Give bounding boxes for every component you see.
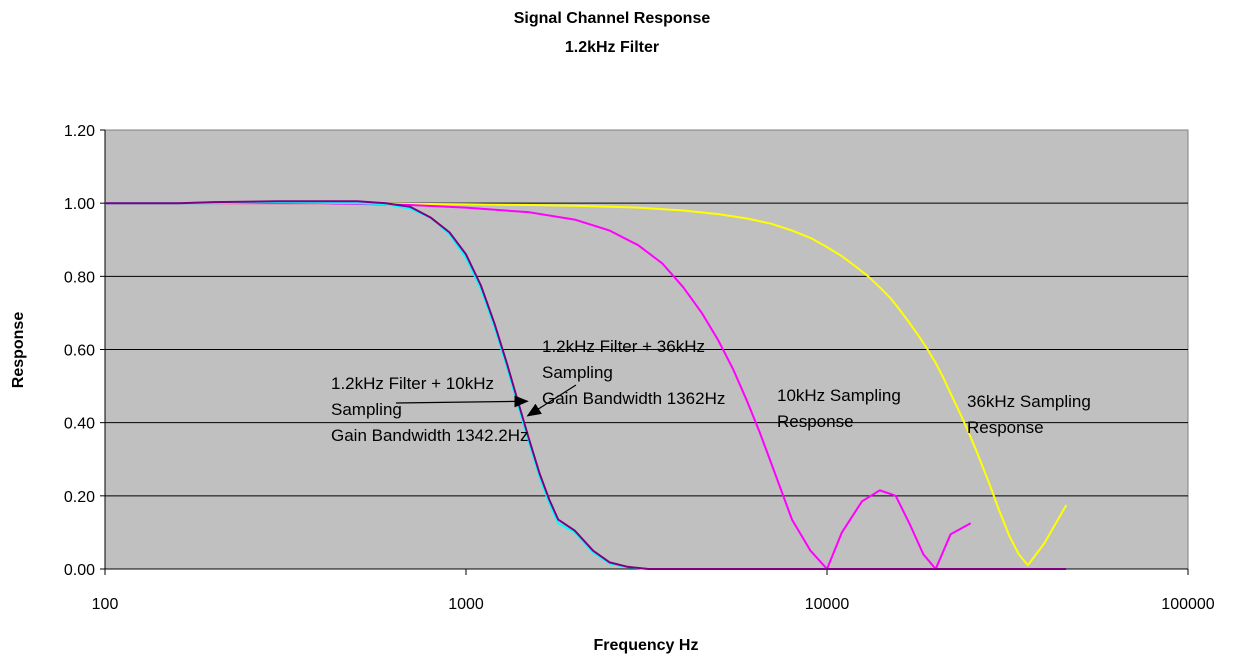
y-tick-label: 0.20 — [64, 489, 95, 506]
annotation-text: Sampling — [542, 363, 613, 382]
annotation-text: Gain Bandwidth 1342.2Hz — [331, 426, 529, 445]
annotation-text: Sampling — [331, 400, 402, 419]
series-line-2 — [105, 202, 972, 570]
y-axis-title: Response — [10, 312, 27, 389]
x-tick-label: 10000 — [805, 596, 850, 613]
x-axis: 100 1000 10000 100000 — [92, 569, 1215, 613]
series-line-1 — [105, 202, 1068, 567]
annotation-text: Response — [777, 412, 854, 431]
y-tick-label: 1.20 — [64, 123, 95, 140]
annotation-text: Response — [967, 418, 1044, 437]
annotation-text: 1.2kHz Filter + 10kHz — [331, 374, 494, 393]
annotation-text: 10kHz Sampling — [777, 386, 901, 405]
y-tick-label: 0.80 — [64, 269, 95, 286]
x-axis-title: Frequency Hz — [594, 637, 699, 654]
x-tick-label: 100 — [92, 596, 119, 613]
annotation-arrow — [395, 395, 529, 408]
chart-title: Signal Channel Response — [514, 10, 711, 27]
y-tick-label: 0.00 — [64, 562, 95, 579]
annotation-text: Gain Bandwidth 1362Hz — [542, 389, 725, 408]
annotation-text: 1.2kHz Filter + 36kHz — [542, 337, 705, 356]
y-tick-label: 0.40 — [64, 416, 95, 433]
annotations: 1.2kHz Filter + 36kHz Sampling Gain Bandwi… — [331, 337, 1091, 445]
y-tick-label: 0.60 — [64, 343, 95, 360]
y-tick-label: 1.00 — [64, 196, 95, 213]
x-tick-label: 100000 — [1161, 596, 1214, 613]
annotation-text: 36kHz Sampling — [967, 392, 1091, 411]
annotation-arrow — [526, 384, 577, 417]
x-tick-label: 1000 — [448, 596, 484, 613]
chart-subtitle: 1.2kHz Filter — [565, 39, 659, 56]
